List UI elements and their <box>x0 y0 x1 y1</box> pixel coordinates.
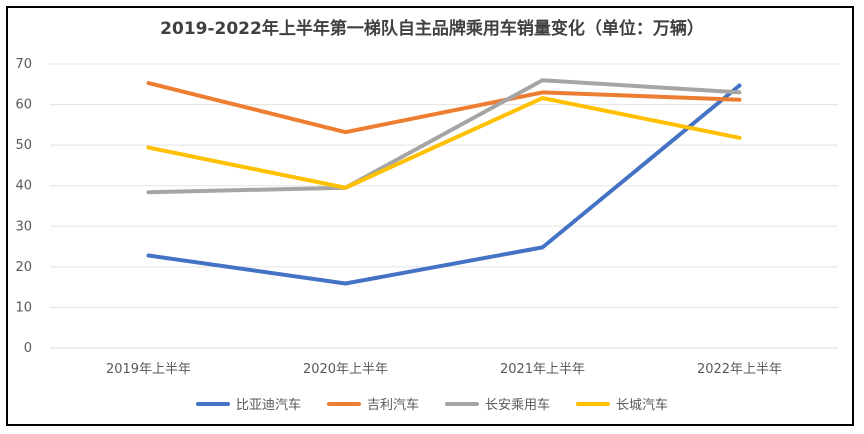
x-tick-label: 2021年上半年 <box>500 362 585 377</box>
y-tick-label: 0 <box>24 341 32 356</box>
legend-swatch <box>326 401 361 406</box>
y-tick-label: 60 <box>15 98 32 113</box>
y-tick-label: 40 <box>15 179 32 194</box>
legend-item: 长城汽车 <box>576 394 668 413</box>
y-tick-label: 20 <box>15 260 32 275</box>
series-line-1 <box>146 83 742 286</box>
chart-title: 2019-2022年上半年第一梯队自主品牌乘用车销量变化（单位：万辆） <box>160 19 704 39</box>
y-tick-label: 50 <box>15 138 32 153</box>
y-tick-label: 10 <box>15 300 32 315</box>
series-line-4 <box>146 96 742 190</box>
x-tick-label: 2019年上半年 <box>106 362 191 377</box>
x-tick-label: 2022年上半年 <box>697 362 782 377</box>
legend-item: 吉利汽车 <box>326 394 419 413</box>
legend-swatch <box>445 401 479 406</box>
chart-frame <box>6 6 854 426</box>
legend-label: 长城汽车 <box>616 398 669 413</box>
legend-label: 比亚迪汽车 <box>235 398 301 413</box>
series-line-3 <box>146 78 742 195</box>
y-tick-label: 70 <box>15 57 32 72</box>
x-tick-label: 2020年上半年 <box>303 362 388 377</box>
chart-legend: 比亚迪汽车 吉利汽车 长安乘用车 长城汽车 <box>0 394 864 413</box>
series-line-2 <box>146 81 742 135</box>
legend-item: 比亚迪汽车 <box>195 394 301 413</box>
legend-label: 长安乘用车 <box>485 398 551 413</box>
legend-item: 长安乘用车 <box>445 394 550 413</box>
legend-swatch <box>576 401 611 406</box>
legend-label: 吉利汽车 <box>366 398 419 413</box>
y-tick-label: 30 <box>15 219 32 234</box>
legend-swatch <box>195 401 230 406</box>
